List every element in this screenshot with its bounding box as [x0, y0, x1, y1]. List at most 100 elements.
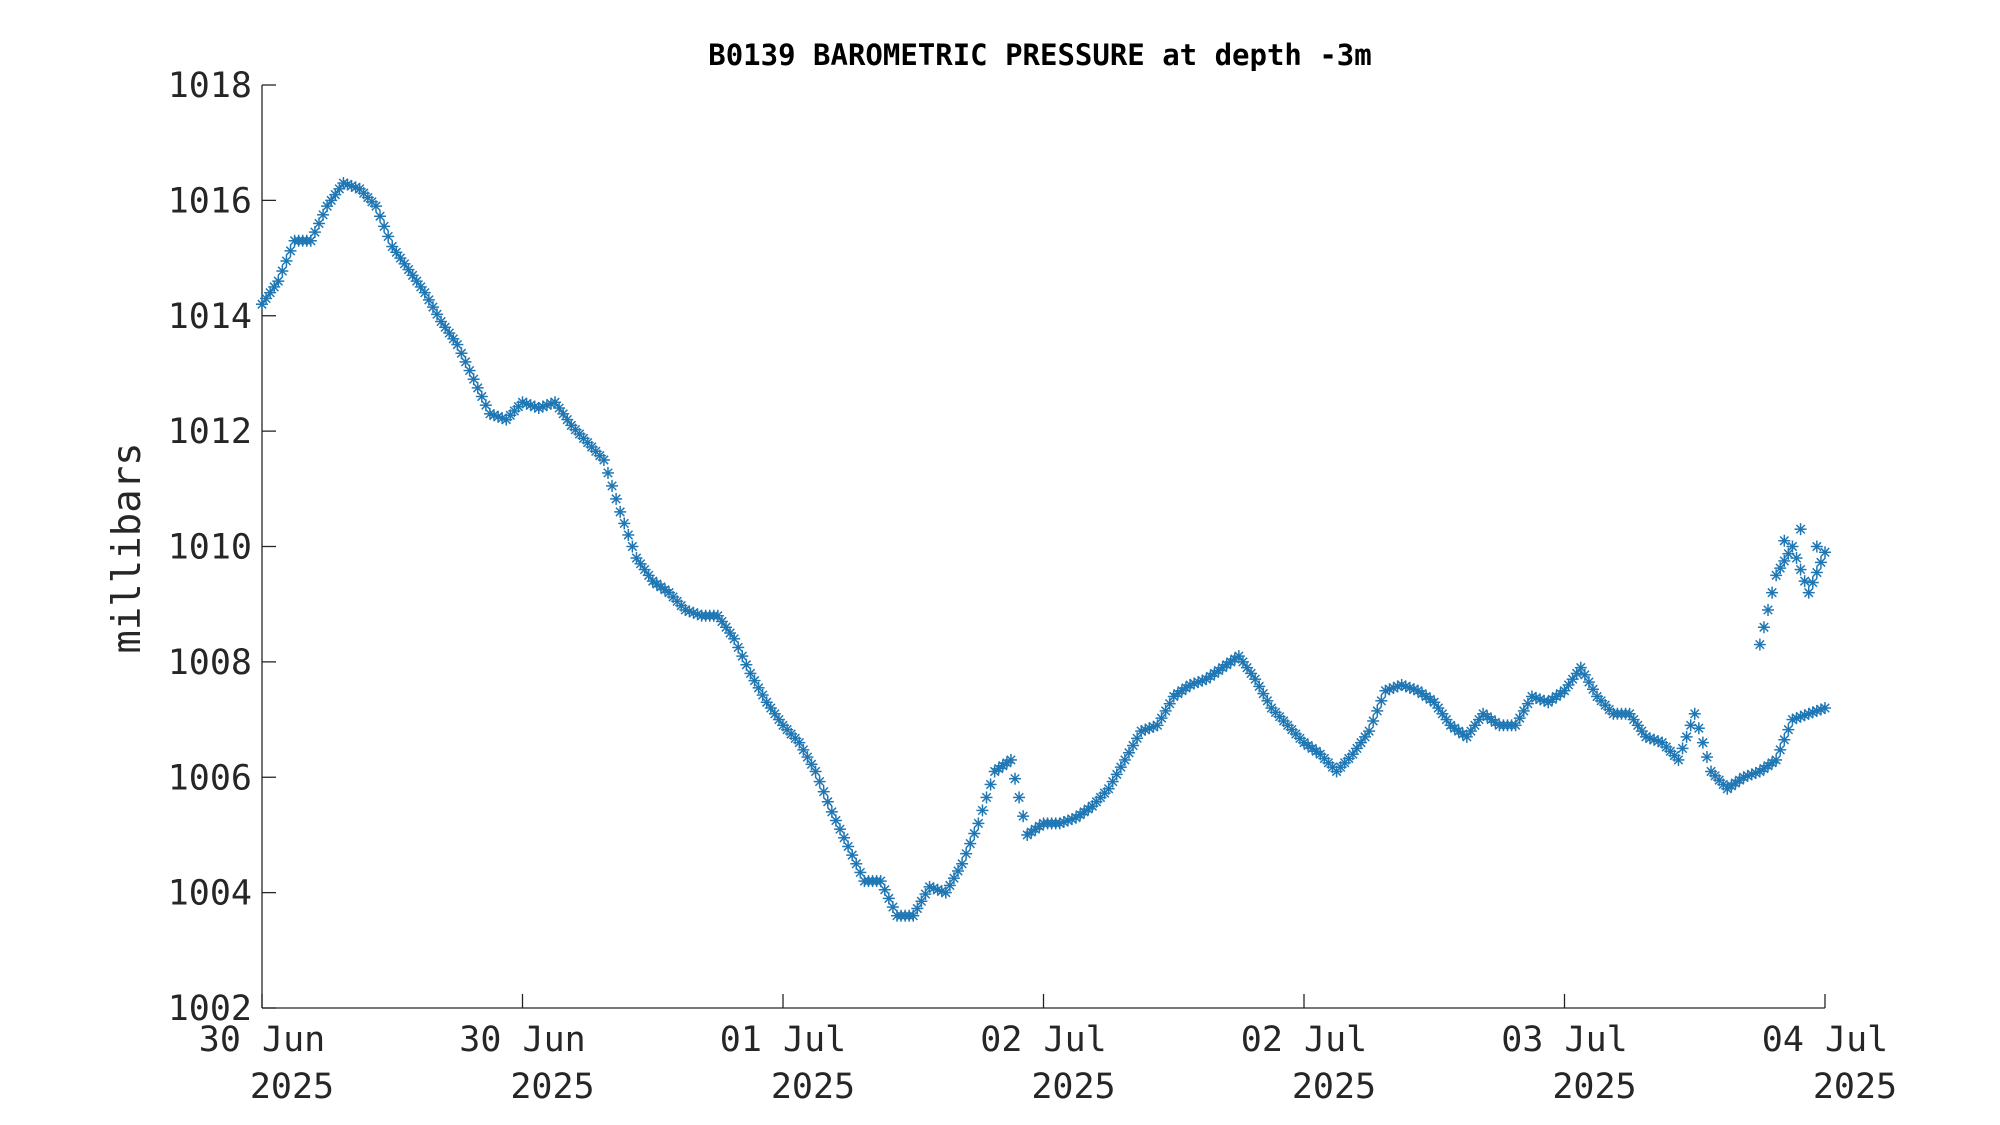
x-tick-label-year: 2025 [1552, 1067, 1636, 1107]
data-point [752, 681, 765, 694]
data-point [838, 831, 851, 844]
data-point [1814, 556, 1827, 569]
data-point [1802, 586, 1815, 599]
data-point [1672, 753, 1685, 766]
y-tick-label: 1002 [168, 989, 252, 1029]
data-point [544, 397, 557, 410]
data-point [1367, 715, 1380, 728]
data-point [793, 736, 806, 749]
data-point [1623, 707, 1636, 720]
data-point [1810, 566, 1823, 579]
data-point [736, 650, 749, 663]
data-point [455, 347, 468, 360]
data-point [459, 355, 472, 368]
data-point [1798, 575, 1811, 588]
data-point [1757, 621, 1770, 634]
data-point [1774, 743, 1787, 756]
data-point [601, 466, 614, 479]
y-tick-label: 1006 [168, 758, 252, 798]
x-tick-label-year: 2025 [1292, 1067, 1376, 1107]
data-point [614, 505, 627, 518]
data-point [744, 667, 757, 680]
data-point [1538, 694, 1551, 707]
data-point [276, 265, 289, 278]
data-point [1786, 540, 1799, 553]
data-point [976, 804, 989, 817]
x-tick-label: 04 Jul [1762, 1020, 1888, 1060]
data-point [886, 901, 899, 914]
data-point [1753, 638, 1766, 651]
data-point [825, 805, 838, 818]
y-tick-label: 1018 [168, 66, 252, 106]
axes [261, 85, 1825, 1009]
data-point [817, 785, 830, 798]
data-point [846, 849, 859, 862]
chart-title: B0139 BAROMETRIC PRESSURE at depth -3m [708, 38, 1371, 72]
data-point [606, 479, 619, 492]
data-point [260, 292, 273, 305]
data-point [1794, 563, 1807, 576]
data-point [829, 814, 842, 827]
x-tick-label-year: 2025 [771, 1067, 855, 1107]
data-point [610, 492, 623, 505]
data-point [386, 240, 399, 253]
data-point [1586, 683, 1599, 696]
data-point [451, 338, 464, 351]
data-point [679, 603, 692, 616]
data-point [1680, 730, 1693, 743]
data-point [1163, 697, 1176, 710]
data-point [1770, 753, 1783, 766]
data-point [1371, 704, 1384, 717]
data-point [467, 373, 480, 386]
data-point [1513, 712, 1526, 725]
data-point [960, 847, 973, 860]
y-tick-label: 1014 [168, 297, 252, 337]
data-point [264, 286, 277, 299]
data-point [882, 892, 895, 905]
data-point [1558, 684, 1571, 697]
data-point [1363, 725, 1376, 738]
data-point [1481, 710, 1494, 723]
data-point [1778, 534, 1791, 547]
data-point [1806, 576, 1819, 589]
data-point [1810, 540, 1823, 553]
data-point [732, 641, 745, 654]
x-tick-label: 03 Jul [1501, 1020, 1627, 1060]
data-point [1375, 694, 1388, 707]
data-point [1648, 733, 1661, 746]
data-point [1749, 766, 1762, 779]
data-point [878, 883, 891, 896]
data-point [1013, 791, 1026, 804]
x-tick-label: 30 Jun [459, 1020, 585, 1060]
data-point [1819, 546, 1831, 559]
data-point [479, 399, 492, 412]
data-point [268, 280, 281, 293]
data-point [1778, 733, 1791, 746]
data-point [972, 817, 985, 830]
x-tick-label-year: 2025 [1031, 1067, 1115, 1107]
data-point [1692, 722, 1705, 735]
data-point [842, 840, 855, 853]
data-point [418, 286, 431, 299]
y-tick-label: 1010 [168, 528, 252, 568]
data-point [1249, 673, 1262, 686]
data-point [597, 453, 610, 466]
data-point [1627, 713, 1640, 726]
data-point [740, 658, 753, 671]
data-point [471, 381, 484, 394]
y-tick-label: 1004 [168, 874, 252, 914]
data-point [308, 226, 321, 239]
y-tick-label: 1008 [168, 643, 252, 683]
data-point [378, 220, 391, 233]
data-point [1766, 586, 1779, 599]
data-point [1159, 704, 1172, 717]
y-axis-label: millibars [105, 442, 150, 653]
data-points [256, 177, 1831, 922]
data-point [1819, 702, 1831, 715]
x-tick-label-year: 2025 [250, 1067, 334, 1107]
data-point [935, 885, 948, 898]
data-point [964, 837, 977, 850]
data-point [968, 827, 981, 840]
data-point [911, 902, 924, 915]
